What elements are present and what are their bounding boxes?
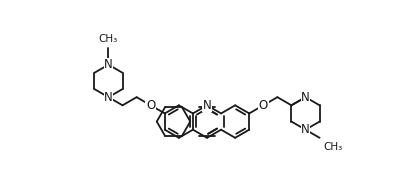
Text: N: N <box>300 123 309 136</box>
Text: O: O <box>258 99 267 112</box>
Text: N: N <box>104 58 113 71</box>
Text: N: N <box>202 99 211 112</box>
Text: O: O <box>146 99 155 112</box>
Text: CH₃: CH₃ <box>323 142 342 152</box>
Text: N: N <box>300 91 309 104</box>
Text: CH₃: CH₃ <box>99 34 118 44</box>
Text: N: N <box>104 91 113 104</box>
